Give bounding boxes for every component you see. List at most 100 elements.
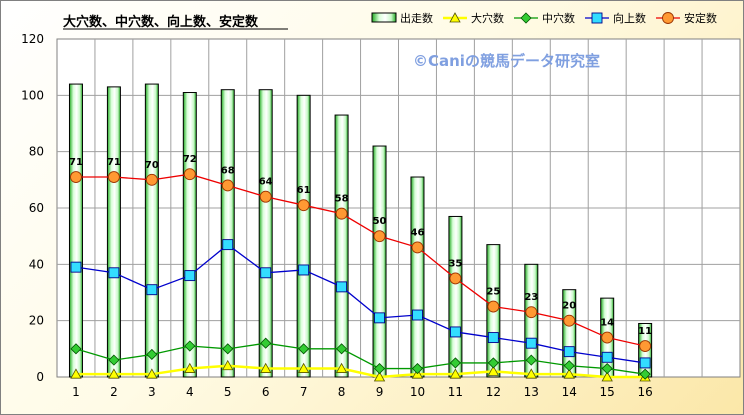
marker-point [525, 306, 538, 319]
marker-point [259, 190, 272, 203]
marker-point [411, 241, 424, 254]
marker-point [70, 368, 82, 379]
legend-item: 安定数 [656, 11, 717, 25]
marker-point [525, 368, 537, 379]
data-label: 25 [486, 287, 500, 298]
bar [220, 89, 235, 378]
marker-point [183, 168, 196, 181]
series-line [75, 342, 646, 375]
marker-point [260, 337, 272, 349]
marker-point [335, 362, 348, 373]
marker-point [108, 267, 120, 279]
chart-title: 大穴数、中穴数、向上数、安定数 [63, 14, 259, 30]
marker-point [487, 332, 499, 344]
bar [182, 92, 197, 378]
bar [68, 83, 83, 378]
marker-point [373, 230, 386, 243]
x-tick-label: 13 [524, 385, 539, 399]
data-label: 58 [335, 194, 349, 205]
bar [106, 86, 121, 378]
x-tick-label: 9 [376, 385, 384, 399]
marker-point [145, 173, 158, 186]
y-tick-label: 20 [29, 314, 44, 328]
legend-swatch [371, 12, 397, 23]
x-tick-label: 3 [148, 385, 156, 399]
watermark: ©Caniの競馬データ研究室 [413, 52, 600, 70]
marker-point [374, 312, 385, 324]
data-labels: 71 71 70 72 68 64 61 58 50 46 35 25 23 20 14 11 [69, 154, 652, 337]
legend-label: 大穴数 [471, 11, 504, 25]
data-label: 71 [69, 157, 83, 168]
marker-point [222, 239, 234, 251]
marker-point [373, 371, 386, 382]
bar [296, 94, 311, 378]
marker-point [108, 368, 120, 379]
data-label: 61 [297, 185, 311, 196]
x-tick-label: 16 [637, 385, 652, 399]
marker-point [411, 362, 424, 375]
marker-point [449, 368, 462, 379]
marker-point [260, 362, 272, 373]
data-label: 64 [259, 177, 273, 188]
marker-point [639, 368, 651, 380]
marker-point [563, 368, 575, 379]
legend: 出走数 大穴数 中穴数 向上数 安定数 [371, 11, 717, 25]
x-tick-label: 1 [72, 385, 80, 399]
marker-point [412, 309, 423, 321]
data-label: 70 [145, 160, 159, 171]
data-label: 11 [638, 326, 652, 337]
marker-point [601, 371, 613, 382]
y-tick-label: 60 [29, 201, 44, 215]
marker-point [601, 362, 613, 375]
x-tick-label: 8 [338, 385, 346, 399]
series-lines [75, 173, 646, 379]
marker-point [107, 171, 120, 183]
series-line [75, 173, 646, 347]
marker-point [525, 337, 537, 349]
marker-point [591, 12, 603, 24]
x-tick-label: 5 [224, 385, 232, 399]
legend-label: 向上数 [613, 11, 646, 25]
marker-point [184, 362, 196, 373]
legend-item: 大穴数 [443, 11, 504, 25]
y-tick-label: 80 [29, 145, 44, 159]
marker-point [335, 207, 348, 220]
marker-point [639, 357, 651, 369]
marker-point [70, 343, 82, 355]
y-tick-label: 100 [21, 88, 44, 102]
bar [448, 215, 463, 378]
bar [144, 83, 159, 378]
x-tick-label: 2 [110, 385, 118, 399]
marker-point [146, 348, 158, 361]
marker-point [563, 360, 575, 372]
x-tick-label: 6 [262, 385, 270, 399]
legend-item: 向上数 [585, 11, 646, 25]
marker-point [487, 300, 500, 313]
marker-point [146, 368, 158, 379]
data-label: 35 [448, 258, 462, 269]
marker-point [260, 267, 272, 279]
marker-point [146, 284, 158, 296]
series-line [75, 364, 646, 379]
marker-point [297, 199, 310, 212]
bar [372, 145, 387, 378]
marker-point [449, 12, 461, 23]
marker-point [336, 343, 348, 355]
marker-point [373, 362, 386, 375]
marker-point [449, 272, 462, 285]
data-label: 72 [183, 154, 197, 165]
data-label: 23 [524, 292, 538, 303]
marker-point [449, 357, 461, 369]
marker-point [336, 281, 348, 293]
marker-point [184, 340, 196, 352]
series-markers [70, 168, 652, 382]
marker-point [662, 12, 674, 24]
data-label: 20 [562, 301, 576, 312]
data-label: 14 [600, 318, 614, 329]
x-tick-label: 10 [410, 385, 425, 399]
marker-point [639, 340, 652, 352]
marker-point [297, 362, 310, 373]
legend-label: 安定数 [684, 11, 717, 25]
legend-label: 中穴数 [542, 11, 575, 25]
